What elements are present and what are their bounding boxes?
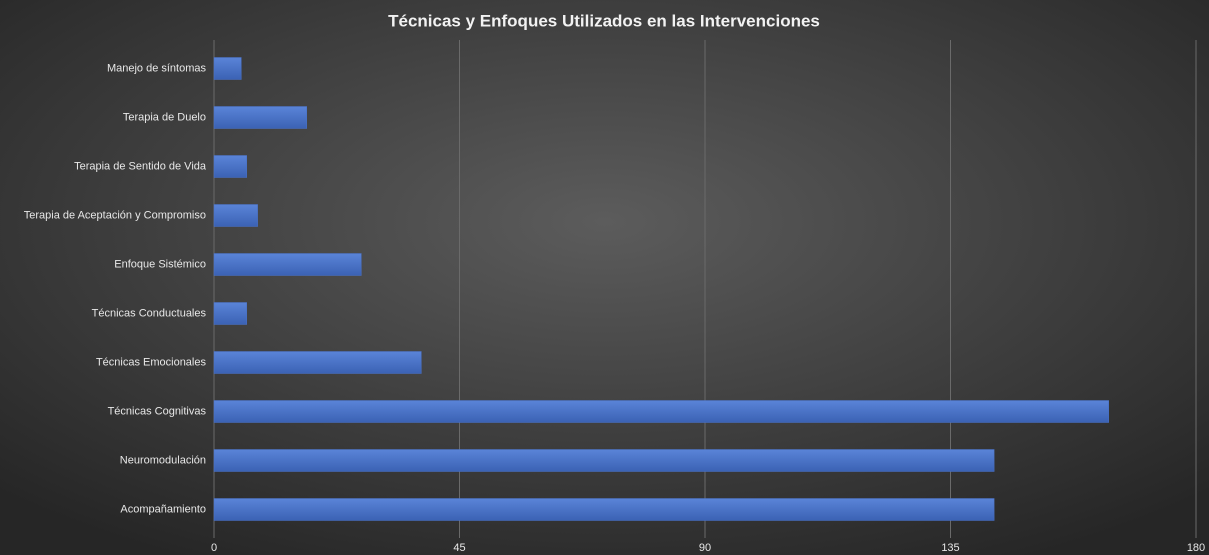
y-tick-label: Terapia de Sentido de Vida bbox=[74, 160, 207, 172]
bar bbox=[213, 106, 307, 129]
x-tick-label: 45 bbox=[453, 542, 465, 554]
y-tick-label: Enfoque Sistémico bbox=[114, 258, 206, 270]
bar bbox=[213, 302, 247, 325]
x-tick-label: 135 bbox=[941, 542, 959, 554]
bar bbox=[213, 449, 995, 472]
x-tick-label: 180 bbox=[1187, 542, 1205, 554]
bar bbox=[213, 498, 995, 521]
bar bbox=[213, 253, 362, 276]
chart-title: Técnicas y Enfoques Utilizados en las In… bbox=[388, 11, 820, 30]
bar bbox=[213, 204, 258, 227]
y-tick-label: Técnicas Conductuales bbox=[92, 307, 207, 319]
y-tick-label: Técnicas Cognitivas bbox=[108, 405, 207, 417]
bar bbox=[213, 351, 422, 374]
bar bbox=[213, 400, 1109, 423]
y-tick-label: Neuromodulación bbox=[120, 454, 206, 466]
bar bbox=[213, 155, 247, 178]
y-tick-label: Terapia de Aceptación y Compromiso bbox=[24, 209, 206, 221]
x-tick-label: 90 bbox=[699, 542, 711, 554]
y-tick-label: Acompañamiento bbox=[120, 503, 206, 515]
y-tick-label: Terapia de Duelo bbox=[123, 111, 206, 123]
y-tick-label: Técnicas Emocionales bbox=[96, 356, 207, 368]
y-tick-label: Manejo de síntomas bbox=[107, 62, 207, 74]
x-tick-label: 0 bbox=[211, 542, 217, 554]
bar bbox=[213, 57, 242, 80]
